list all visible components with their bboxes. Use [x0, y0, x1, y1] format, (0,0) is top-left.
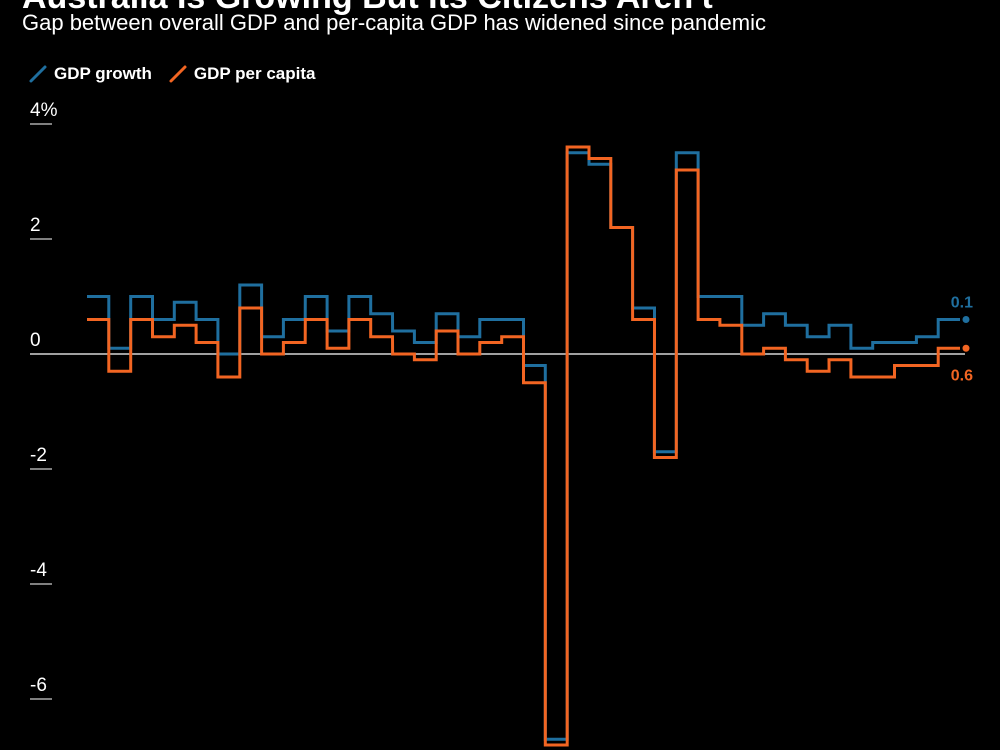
series-line-gdp-growth: [87, 151, 960, 741]
legend-item-gdp-per-capita: GDP per capita: [168, 64, 316, 84]
chart-subtitle: Gap between overall GDP and per-capita G…: [22, 10, 766, 35]
legend: GDP growth GDP per capita: [28, 64, 316, 84]
y-tick-label: -4: [30, 560, 47, 581]
legend-swatch-gdp-per-capita: [169, 65, 187, 83]
chart-title: Australia Is Growing But Its Citizens Ar…: [22, 0, 713, 17]
end-dot-gdp-per-capita: [962, 344, 970, 352]
legend-label-gdp-per-capita: GDP per capita: [193, 64, 316, 83]
legend-label-gdp-growth: GDP growth: [54, 64, 152, 83]
y-tick-label: 4%: [30, 100, 58, 121]
y-tick-label: -2: [30, 445, 47, 466]
legend-item-gdp-growth: GDP growth: [28, 64, 152, 84]
series-line-gdp-per-capita: [87, 145, 960, 747]
end-labels: 0.1 0.6: [951, 295, 973, 385]
series-layer: [87, 145, 970, 747]
y-tick-label: 2: [30, 215, 41, 236]
legend-swatch-gdp-growth: [29, 65, 47, 83]
end-label-gdp-growth: 0.1: [951, 295, 973, 312]
end-dot-gdp-growth: [962, 316, 970, 323]
y-tick-label: 0: [30, 330, 41, 351]
end-label-gdp-per-capita: 0.6: [951, 367, 973, 384]
y-tick-label: -6: [30, 675, 47, 696]
y-axis: 4% 2 0 -2 -4 -6: [30, 100, 965, 700]
